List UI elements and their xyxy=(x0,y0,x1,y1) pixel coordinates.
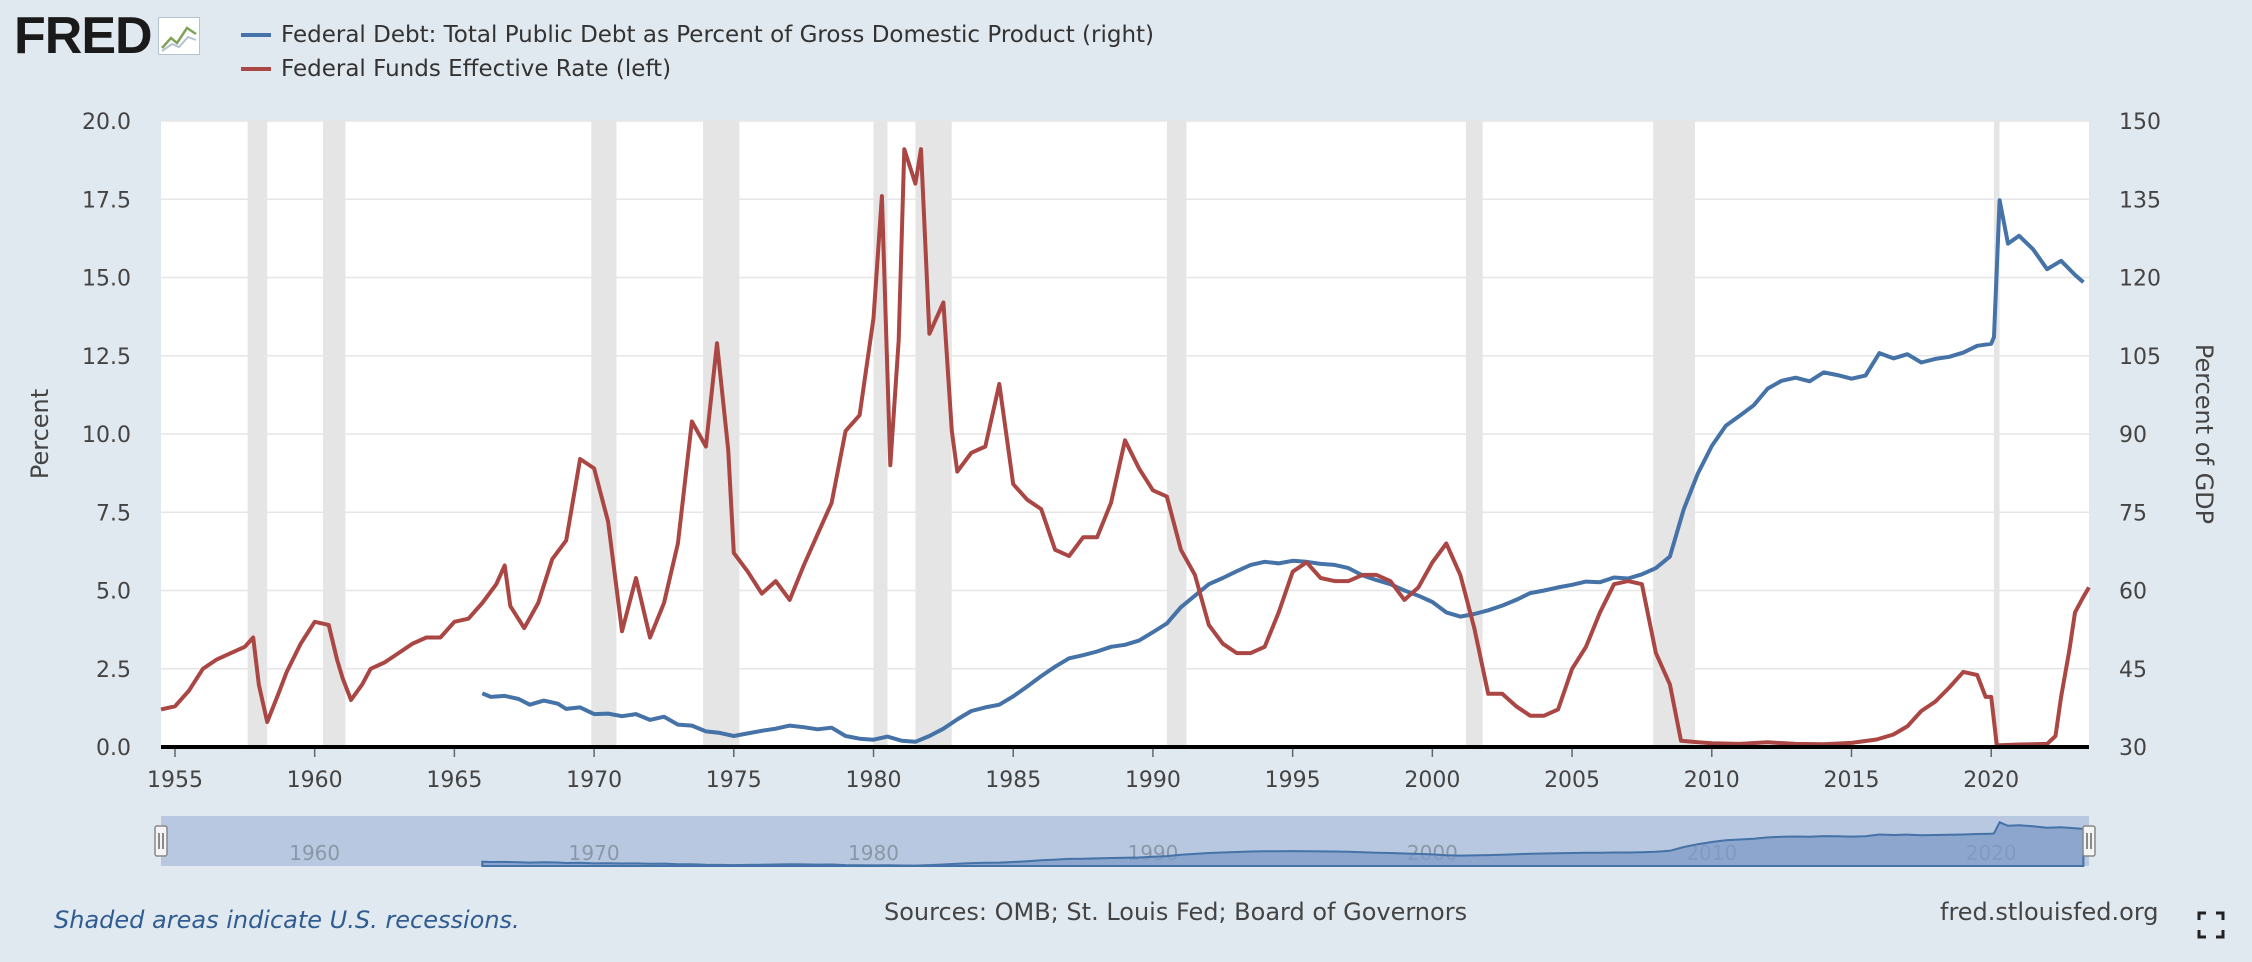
y-tick-label-right: 150 xyxy=(2119,110,2161,135)
legend-line-swatch-icon xyxy=(241,33,271,37)
x-tick-label: 2020 xyxy=(1963,768,2019,793)
y-tick-label-left: 20.0 xyxy=(82,110,131,135)
navigator-series-area xyxy=(481,821,2085,867)
y-tick-label-right: 105 xyxy=(2119,345,2161,370)
fullscreen-icon[interactable] xyxy=(2196,910,2226,940)
y-tick-label-right: 120 xyxy=(2119,267,2161,292)
y-axis-label-left: Percent xyxy=(26,389,54,479)
series-line-federal-debt[interactable] xyxy=(481,198,2085,744)
y-tick-label-left: 15.0 xyxy=(82,267,131,292)
y-tick-label-right: 75 xyxy=(2119,501,2147,526)
x-tick-label: 1980 xyxy=(846,768,902,793)
recession-note: Shaded areas indicate U.S. recessions. xyxy=(54,906,520,934)
x-tick-label: 1970 xyxy=(566,768,622,793)
legend-label-fed-funds-rate: Federal Funds Effective Rate (left) xyxy=(281,56,672,82)
y-tick-label-right: 135 xyxy=(2119,188,2161,213)
y-tick-label-left: 10.0 xyxy=(82,423,131,448)
navigator-tick-label: 1970 xyxy=(569,841,620,865)
series-line-fed-funds-rate[interactable] xyxy=(160,147,2091,748)
navigator-tick-label: 1960 xyxy=(289,841,340,865)
legend-label-federal-debt: Federal Debt: Total Public Debt as Perce… xyxy=(281,22,1155,48)
fred-logo[interactable]: FRED xyxy=(14,10,200,62)
y-tick-label-left: 0.0 xyxy=(96,736,131,761)
chart-header: FRED Federal Debt: Total Public Debt as … xyxy=(0,0,2252,100)
x-tick-label: 1985 xyxy=(985,768,1041,793)
sources-text: Sources: OMB; St. Louis Fed; Board of Go… xyxy=(884,898,1468,926)
x-tick-label: 1990 xyxy=(1125,768,1181,793)
x-tick-label: 1960 xyxy=(287,768,343,793)
x-tick-label: 2005 xyxy=(1544,768,1600,793)
navigator-handle-right[interactable] xyxy=(2082,825,2096,857)
x-tick-label: 2010 xyxy=(1684,768,1740,793)
x-tick-label: 2015 xyxy=(1823,768,1879,793)
chart-svg: 0.0 30 2.5 45 5.0 60 7.5 75 10.0 90 12.5 105 15.0 120… xyxy=(26,110,2218,867)
fred-logo-graph-icon xyxy=(157,17,200,55)
navigator-handle-left[interactable] xyxy=(154,825,168,857)
chart-legend: Federal Debt: Total Public Debt as Perce… xyxy=(241,18,1154,86)
y-tick-label-left: 17.5 xyxy=(82,188,131,213)
y-axis-label-right: Percent of GDP xyxy=(2190,344,2218,524)
y-tick-label-left: 7.5 xyxy=(96,501,131,526)
y-tick-label-right: 30 xyxy=(2119,736,2147,761)
fred-logo-text: FRED xyxy=(14,7,153,65)
y-tick-label-left: 5.0 xyxy=(96,580,131,605)
navigator-tick-label: 1980 xyxy=(848,841,899,865)
x-tick-label: 1975 xyxy=(706,768,762,793)
legend-item-federal-debt[interactable]: Federal Debt: Total Public Debt as Perce… xyxy=(241,18,1154,52)
x-tick-label: 1965 xyxy=(426,768,482,793)
x-tick-label: 2000 xyxy=(1404,768,1460,793)
y-tick-label-right: 45 xyxy=(2119,658,2147,683)
y-tick-label-right: 60 xyxy=(2119,580,2147,605)
y-tick-label-left: 12.5 xyxy=(82,345,131,370)
x-tick-label: 1995 xyxy=(1265,768,1321,793)
x-tick-label: 1955 xyxy=(147,768,203,793)
legend-item-fed-funds-rate[interactable]: Federal Funds Effective Rate (left) xyxy=(241,52,1154,86)
y-tick-label-left: 2.5 xyxy=(96,658,131,683)
fred-url-link[interactable]: fred.stlouisfed.org xyxy=(1940,898,2159,926)
legend-line-swatch-icon xyxy=(241,67,271,71)
y-tick-label-right: 90 xyxy=(2119,423,2147,448)
